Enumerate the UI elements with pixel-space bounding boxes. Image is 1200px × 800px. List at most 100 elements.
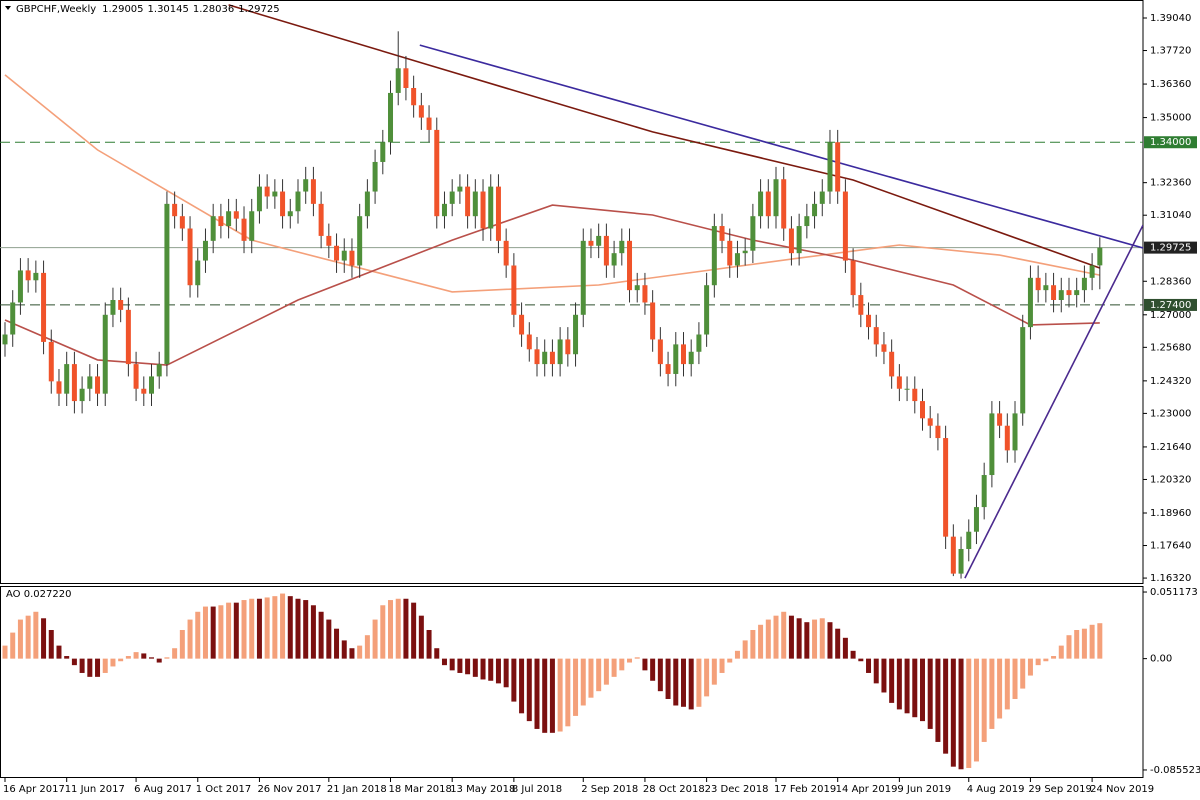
ao-bar xyxy=(804,622,810,659)
ao-bar xyxy=(403,598,409,659)
ao-bar xyxy=(850,650,856,659)
ao-bar xyxy=(241,600,247,659)
menu-arrow[interactable] xyxy=(5,6,11,10)
candle-body xyxy=(719,226,725,241)
candle-body xyxy=(202,240,208,261)
moving-average xyxy=(4,204,1100,366)
candle-body xyxy=(1097,247,1103,266)
y-tick-label: 1.28360 xyxy=(1150,276,1191,287)
candle-body xyxy=(1058,290,1064,301)
ao-bar xyxy=(673,658,679,706)
ao-bar xyxy=(719,658,725,673)
candle-body xyxy=(395,68,401,93)
price-label: 1.29725 xyxy=(1150,243,1191,254)
ao-bar xyxy=(341,640,347,659)
ao-bar xyxy=(334,628,340,659)
ao-bar xyxy=(179,629,185,659)
candle-body xyxy=(912,388,918,402)
candle-body xyxy=(125,309,131,365)
ao-bar xyxy=(457,658,463,673)
candle-body xyxy=(711,226,717,286)
candle-body xyxy=(742,250,748,254)
x-tick-label: 17 Feb 2019 xyxy=(774,784,836,795)
candle-body xyxy=(958,548,964,574)
candle-body xyxy=(866,314,872,328)
ao-bar xyxy=(619,658,625,671)
candle-body xyxy=(611,253,617,266)
ao-bar xyxy=(349,648,355,659)
y-tick-label: 1.16320 xyxy=(1150,573,1191,584)
x-tick-label: 18 Mar 2018 xyxy=(389,784,452,795)
ao-bar xyxy=(149,657,155,659)
ao-bar xyxy=(580,658,586,706)
candle-body xyxy=(172,203,178,217)
ao-bar xyxy=(511,658,517,702)
ao-bar xyxy=(896,658,902,710)
candle-body xyxy=(634,285,640,291)
ao-bar xyxy=(989,658,995,729)
candle-body xyxy=(164,203,170,365)
ao-bar xyxy=(781,611,787,659)
ao-bar xyxy=(835,628,841,659)
candle-body xyxy=(495,186,501,241)
ao-bar xyxy=(2,645,8,659)
candle-body xyxy=(480,191,486,229)
ao-bar xyxy=(10,632,16,659)
candle-body xyxy=(565,339,571,355)
ao-bar xyxy=(418,615,424,659)
candle-body xyxy=(449,191,455,204)
ao-bar xyxy=(519,658,525,714)
candle-body xyxy=(195,260,201,286)
ao-bar xyxy=(318,611,324,659)
candle-body xyxy=(758,191,764,217)
candle-body xyxy=(149,376,155,394)
ao-bar xyxy=(372,619,378,659)
chart-header: GBPCHF,Weekly 1.29005 1.30145 1.28036 1.2972… xyxy=(16,4,280,15)
ao-bar xyxy=(842,637,848,659)
candle-body xyxy=(503,240,509,266)
ao-bar xyxy=(750,629,756,659)
ao-bar xyxy=(827,622,833,659)
ao-bar xyxy=(1066,635,1072,659)
candle-body xyxy=(156,364,162,377)
price-label-box xyxy=(1144,298,1197,311)
candle-body xyxy=(935,425,941,439)
ao-bar xyxy=(812,619,818,659)
y-tick-label: 1.39040 xyxy=(1150,13,1191,24)
ao-bar xyxy=(688,658,694,710)
candle-body xyxy=(750,216,756,251)
candle-body xyxy=(557,339,563,365)
y-tick-label: 1.20320 xyxy=(1150,474,1191,485)
candle-body xyxy=(1027,277,1033,328)
ao-bar xyxy=(704,658,710,697)
ao-bar xyxy=(966,658,972,768)
y-tick-label: 1.36360 xyxy=(1150,79,1191,90)
x-tick-label: 16 Apr 2017 xyxy=(3,784,65,795)
ao-bar xyxy=(503,658,509,688)
ao-bar xyxy=(904,658,910,714)
y-tick-label: 1.17640 xyxy=(1150,541,1191,552)
candle-body xyxy=(264,186,270,197)
price-label-box xyxy=(1144,136,1197,149)
candle-body xyxy=(812,203,818,217)
ao-bar xyxy=(935,658,941,742)
candle-body xyxy=(1043,285,1049,291)
candle-body xyxy=(179,216,185,229)
candle-body xyxy=(249,211,255,241)
ao-bar xyxy=(449,658,455,671)
candle-body xyxy=(1051,285,1057,301)
candle-body xyxy=(580,240,586,315)
ao-bar xyxy=(48,629,54,659)
y-tick-label: 1.32360 xyxy=(1150,178,1191,189)
candle-body xyxy=(1035,277,1041,291)
candle-body xyxy=(573,314,579,355)
candle-body xyxy=(2,334,8,345)
ao-bar xyxy=(380,605,386,659)
ao-bar xyxy=(1058,645,1064,659)
x-tick-label: 23 Dec 2018 xyxy=(705,784,769,795)
x-tick-label: 24 Nov 2019 xyxy=(1090,784,1154,795)
candle-body xyxy=(210,216,216,241)
ao-bar xyxy=(110,658,116,667)
candle-body xyxy=(704,285,710,335)
ao-bar xyxy=(788,615,794,659)
